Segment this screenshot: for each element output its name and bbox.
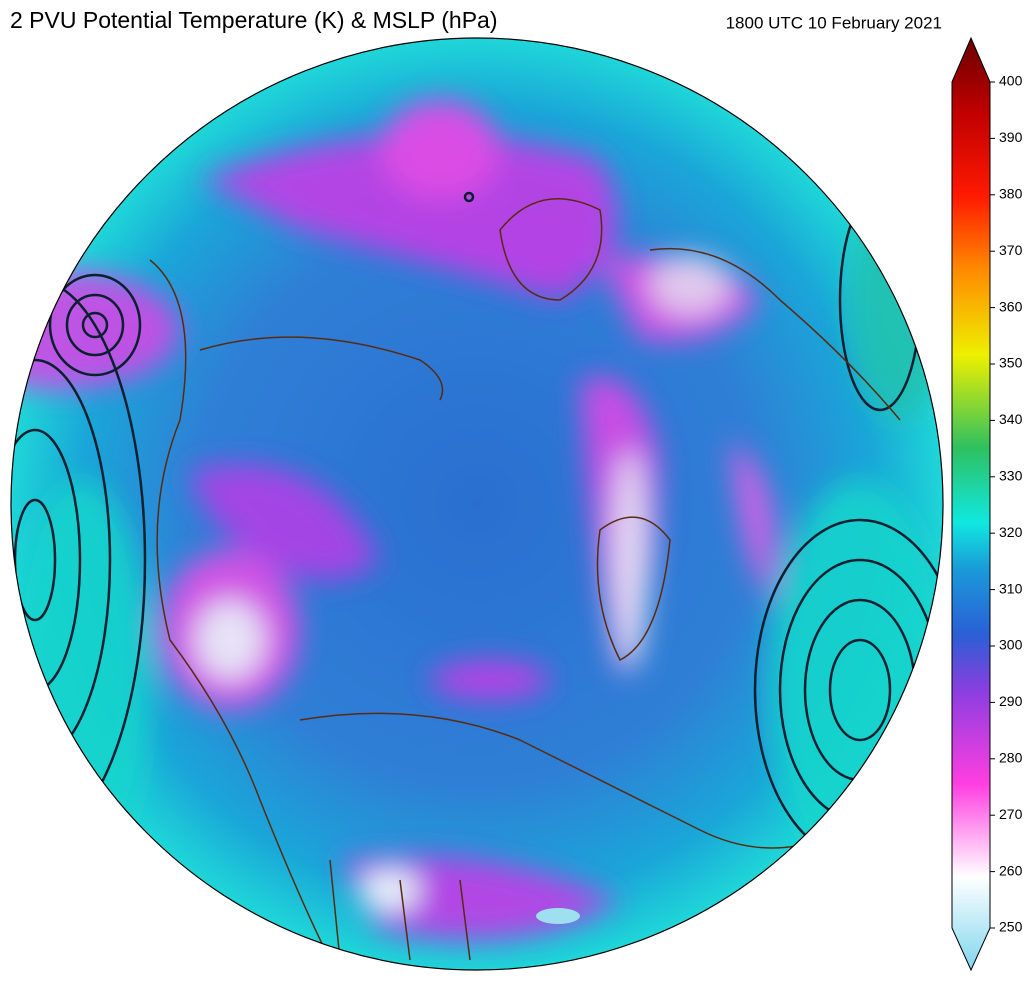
tick-label: 270: [999, 806, 1023, 822]
tick-label: 370: [999, 242, 1023, 258]
tick-label: 380: [999, 186, 1023, 202]
globe: [11, 38, 943, 970]
tick-label: 360: [999, 298, 1023, 314]
tick-label: 290: [999, 693, 1023, 709]
tick-label: 350: [999, 355, 1023, 371]
tick-label: 280: [999, 750, 1023, 766]
tick-label: 310: [999, 580, 1023, 596]
tick-label: 300: [999, 637, 1023, 653]
tick-label: 250: [999, 919, 1023, 935]
tick-label: 390: [999, 129, 1023, 145]
tick-label: 320: [999, 524, 1023, 540]
map-title: 2 PVU Potential Temperature (K) & MSLP (…: [10, 7, 497, 33]
colorbar-ticks: 250 260 270 280 290 300 310 320 330 340 350 360 370 3…: [990, 73, 1023, 935]
colorbar: [951, 36, 991, 972]
globe-outline: [10, 37, 944, 971]
tick-label: 330: [999, 468, 1023, 484]
tick-label: 260: [999, 862, 1023, 878]
tick-label: 400: [999, 73, 1023, 89]
timestamp: 1800 UTC 10 February 2021: [726, 13, 942, 32]
tick-label: 340: [999, 411, 1023, 427]
